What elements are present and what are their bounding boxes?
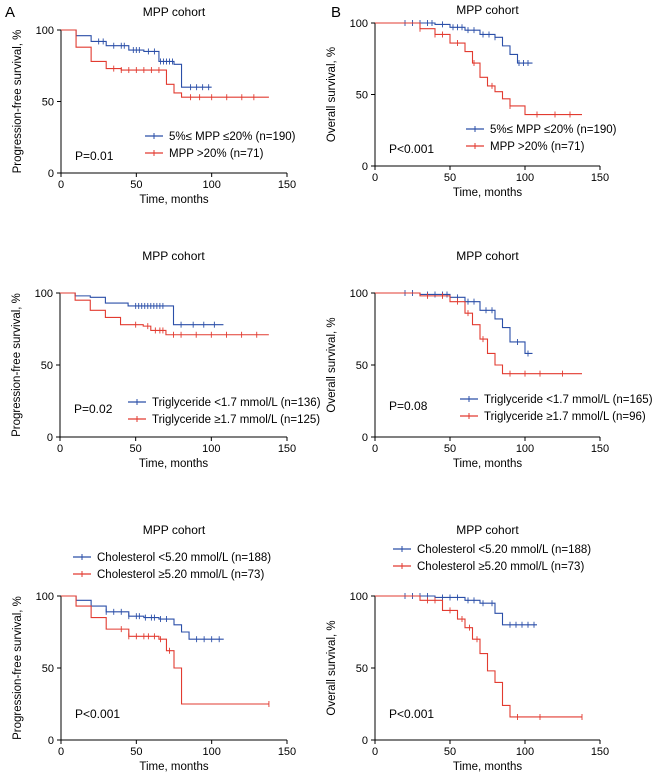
- x-tick-label: 50: [130, 443, 142, 455]
- chart-title: MPP cohort: [456, 523, 519, 537]
- km-curve-blue: [61, 595, 224, 640]
- y-tick-label: 100: [350, 591, 368, 603]
- x-tick-label: 0: [372, 172, 378, 184]
- y-tick-label: 50: [356, 90, 368, 102]
- y-tick-label: 50: [42, 663, 54, 675]
- chart-title: MPP cohort: [456, 249, 519, 263]
- y-tick-label: 0: [48, 168, 54, 180]
- x-tick-label: 150: [591, 443, 609, 455]
- legend-label: Triglyceride <1.7 mmol/L (n=136): [152, 397, 321, 409]
- km-panel-b1: MPP cohort 0 50 100 150 0 50 100 Time, months Ove…: [326, 3, 617, 199]
- p-value: P<0.001: [389, 142, 434, 156]
- chart-title: MPP cohort: [142, 249, 205, 263]
- x-tick-label: 0: [57, 443, 63, 455]
- km-panel-a3: MPP cohort 0 50 100 150 0 50 100 Time, months Pro…: [12, 523, 296, 773]
- y-tick-label: 100: [350, 288, 368, 300]
- x-tick-label: 150: [591, 172, 609, 184]
- panel-label-a: A: [5, 4, 16, 21]
- km-curve-red: [60, 292, 269, 336]
- x-axis-label: Time, months: [453, 761, 522, 773]
- km-curve-blue: [61, 29, 212, 88]
- x-tick-label: 50: [444, 746, 456, 758]
- km-panel-a1: MPP cohort 0 50 100 150 0 50 100 Time, months Pro…: [12, 5, 296, 206]
- x-tick-label: 50: [130, 179, 142, 191]
- x-tick-label: 50: [444, 443, 456, 455]
- p-value: P=0.01: [75, 149, 114, 163]
- chart-title: MPP cohort: [143, 523, 206, 537]
- x-tick-label: 150: [591, 746, 609, 758]
- x-tick-label: 0: [372, 443, 378, 455]
- km-curve-red: [61, 595, 269, 705]
- y-tick-label: 0: [362, 432, 368, 444]
- x-tick-label: 50: [444, 172, 456, 184]
- x-tick-label: 150: [278, 746, 296, 758]
- y-axis-label: Overall survival, %: [326, 620, 338, 715]
- km-panel-b2: MPP cohort 0 50 100 150 0 50 100 Time, months Ove…: [326, 249, 652, 470]
- y-tick-label: 50: [356, 360, 368, 372]
- km-curve-red: [61, 29, 269, 98]
- x-tick-label: 0: [58, 746, 64, 758]
- legend-label: Triglyceride ≥1.7 mmol/L (n=125): [152, 414, 320, 426]
- y-tick-label: 100: [36, 25, 54, 37]
- y-tick-label: 100: [35, 288, 53, 300]
- y-tick-label: 50: [42, 97, 54, 109]
- y-axis-label: Progression-free survival, %: [12, 596, 24, 740]
- y-tick-label: 0: [48, 735, 54, 747]
- x-tick-label: 100: [202, 179, 220, 191]
- y-axis-label: Progression-free survival, %: [11, 293, 23, 437]
- x-tick-label: 150: [278, 443, 296, 455]
- legend-label: MPP >20% (n=71): [169, 148, 264, 160]
- legend-label: 5%≤ MPP ≤20% (n=190): [169, 131, 296, 143]
- legend-label: Cholesterol ≥5.20 mmol/L (n=73): [97, 569, 264, 581]
- y-axis-label: Progression-free survival, %: [12, 30, 24, 174]
- legend-label: Triglyceride <1.7 mmol/L (n=165): [484, 394, 652, 406]
- p-value: P<0.001: [75, 707, 120, 721]
- y-tick-label: 100: [350, 18, 368, 30]
- km-panel-a2: MPP cohort 0 50 100 150 0 50 100 Time, months Pro…: [11, 249, 321, 470]
- km-panel-b3: MPP cohort 0 50 100 150 0 50 100 Time, months Ove…: [326, 523, 609, 773]
- y-axis-label: Overall survival, %: [326, 317, 338, 412]
- km-curve-red: [375, 22, 582, 116]
- panel-label-b: B: [331, 4, 342, 21]
- x-tick-label: 150: [278, 179, 296, 191]
- x-tick-label: 0: [372, 746, 378, 758]
- y-tick-label: 50: [41, 360, 53, 372]
- km-curve-red: [375, 292, 582, 375]
- chart-title: MPP cohort: [456, 3, 519, 17]
- km-curve-red: [375, 595, 582, 718]
- chart-title: MPP cohort: [143, 5, 206, 19]
- x-axis-label: Time, months: [453, 458, 522, 470]
- legend-label: Triglyceride ≥1.7 mmol/L (n=96): [484, 411, 646, 423]
- y-tick-label: 50: [356, 663, 368, 675]
- x-tick-label: 100: [202, 443, 220, 455]
- p-value: P=0.02: [74, 402, 113, 416]
- y-tick-label: 0: [47, 432, 53, 444]
- x-tick-label: 100: [516, 746, 534, 758]
- y-tick-label: 0: [362, 161, 368, 173]
- x-tick-label: 100: [516, 443, 534, 455]
- p-value: P=0.08: [389, 399, 428, 413]
- y-axis-label: Overall survival, %: [326, 47, 338, 142]
- x-axis-label: Time, months: [139, 761, 208, 773]
- km-curve-blue: [375, 595, 537, 626]
- x-tick-label: 0: [58, 179, 64, 191]
- x-tick-label: 100: [516, 172, 534, 184]
- legend-label: 5%≤ MPP ≤20% (n=190): [490, 124, 617, 136]
- x-axis-label: Time, months: [139, 458, 208, 470]
- legend-label: Cholesterol <5.20 mmol/L (n=188): [417, 544, 591, 556]
- x-tick-label: 100: [202, 746, 220, 758]
- km-curve-blue: [375, 292, 533, 355]
- km-curve-blue: [375, 22, 533, 64]
- legend-label: Cholesterol ≥5.20 mmol/L (n=73): [417, 561, 584, 573]
- x-axis-label: Time, months: [139, 194, 208, 206]
- p-value: P<0.001: [389, 707, 434, 721]
- x-axis-label: Time, months: [453, 187, 522, 199]
- x-tick-label: 50: [130, 746, 142, 758]
- legend-label: MPP >20% (n=71): [490, 141, 585, 153]
- y-tick-label: 100: [36, 591, 54, 603]
- y-tick-label: 0: [362, 735, 368, 747]
- legend-label: Cholesterol <5.20 mmol/L (n=188): [97, 552, 271, 564]
